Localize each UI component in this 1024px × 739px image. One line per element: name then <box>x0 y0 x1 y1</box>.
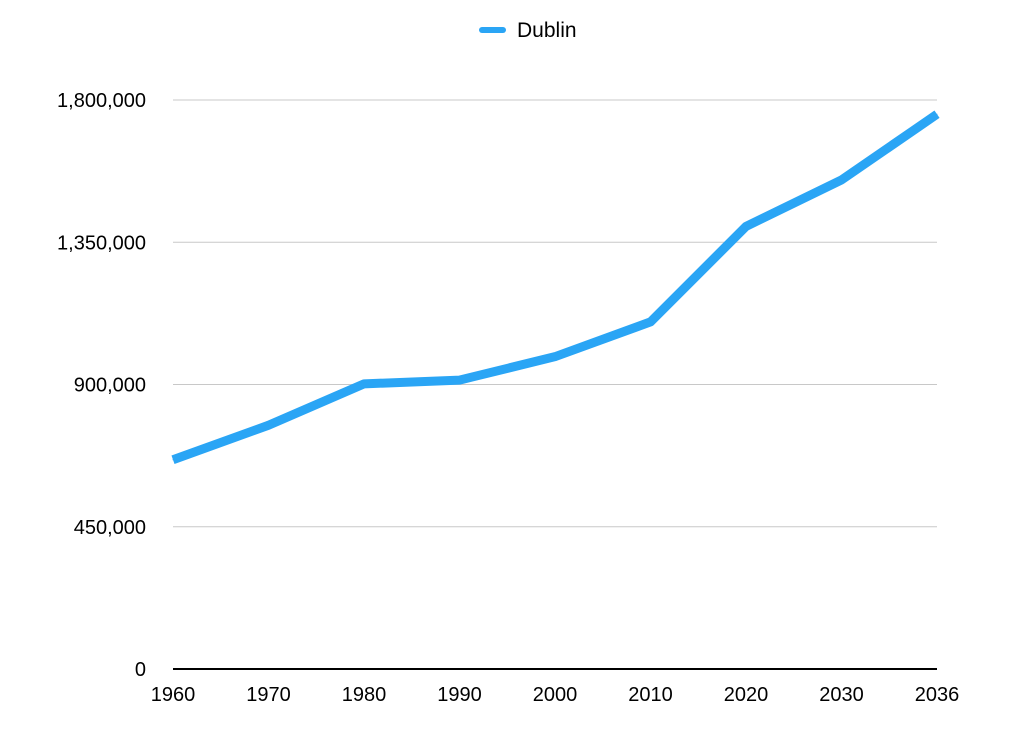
legend: Dublin <box>479 19 577 42</box>
data-point <box>936 113 938 115</box>
x-tick-label: 2000 <box>533 684 578 706</box>
y-tick-label: 450,000 <box>74 517 146 539</box>
x-tick-label: 1980 <box>342 684 387 706</box>
x-tick-label: 2020 <box>724 684 769 706</box>
gridlines <box>173 99 937 528</box>
x-tick-label: 1990 <box>437 684 482 706</box>
series-line-dublin <box>171 110 940 464</box>
data-point <box>459 379 460 381</box>
data-point <box>268 424 269 426</box>
data-point <box>363 383 365 385</box>
x-tick-label: 2030 <box>819 684 864 706</box>
data-point <box>172 459 174 461</box>
y-tick-label: 1,800,000 <box>57 90 146 112</box>
data-point <box>745 225 747 227</box>
x-tick-label: 1970 <box>246 684 291 706</box>
x-tick-label: 2036 <box>915 684 960 706</box>
legend-label-dublin: Dublin <box>517 19 577 42</box>
data-point <box>554 356 556 358</box>
data-point <box>841 179 842 181</box>
y-tick-label: 900,000 <box>74 375 146 397</box>
series-lines <box>171 110 940 464</box>
x-tick-label: 1960 <box>151 684 196 706</box>
x-axis: 1960 1970 1980 1990 2000 2010 2020 2030 2036 <box>151 668 960 706</box>
y-tick-label: 0 <box>135 659 146 681</box>
y-tick-label: 1,350,000 <box>57 232 146 254</box>
x-tick-label: 2010 <box>628 684 673 706</box>
y-axis: 0 450,000 900,000 1,350,000 1,800,000 <box>57 90 146 681</box>
data-point <box>650 321 651 323</box>
